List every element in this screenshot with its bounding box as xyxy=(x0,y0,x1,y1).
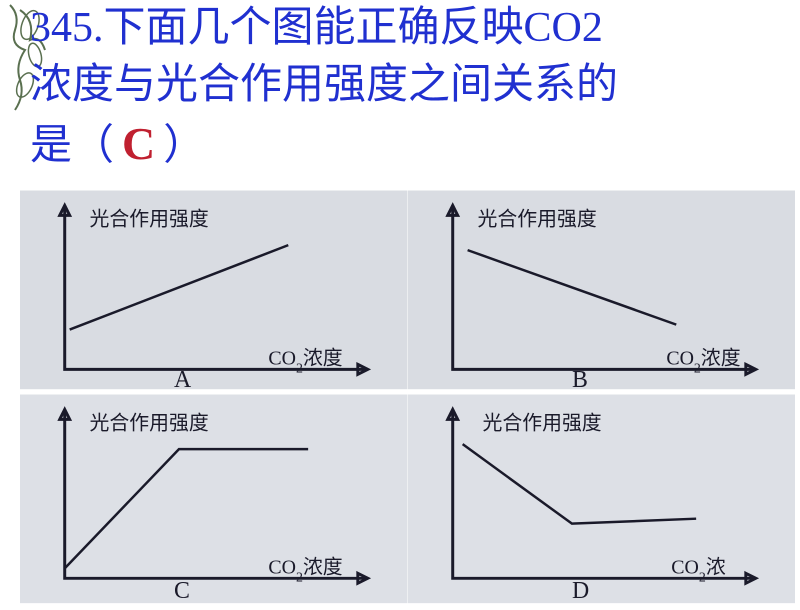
charts-grid: 光合作用强度 CO2浓度 A 光合作用强度 CO2浓度 B 光合作用强度 xyxy=(20,188,795,600)
answer-letter: C xyxy=(122,113,155,175)
chart-a-option: A xyxy=(174,367,192,391)
question-line3-before: 是（ xyxy=(30,123,114,169)
question-text: 345.下面几个图能正确反映CO2 浓度与光合作用强度之间关系的 是（C） xyxy=(30,0,790,175)
chart-b-ylabel: 光合作用强度 xyxy=(477,208,596,230)
chart-c-ylabel: 光合作用强度 xyxy=(90,412,209,434)
question-line1: 下面几个图能正确反映CO2 xyxy=(104,5,603,51)
question-line3-after: ） xyxy=(163,123,205,169)
chart-a: 光合作用强度 CO2浓度 A xyxy=(20,188,408,392)
chart-b-option: B xyxy=(571,367,587,391)
chart-d: 光合作用强度 CO2浓 D xyxy=(408,392,796,606)
chart-b: 光合作用强度 CO2浓度 B xyxy=(408,188,796,392)
chart-d-ylabel: 光合作用强度 xyxy=(482,412,601,434)
chart-a-ylabel: 光合作用强度 xyxy=(90,208,209,230)
question-line2: 浓度与光合作用强度之间关系的 xyxy=(30,62,618,108)
chart-c: 光合作用强度 CO2浓度 C xyxy=(20,392,408,606)
question-number: 345. xyxy=(30,5,104,51)
